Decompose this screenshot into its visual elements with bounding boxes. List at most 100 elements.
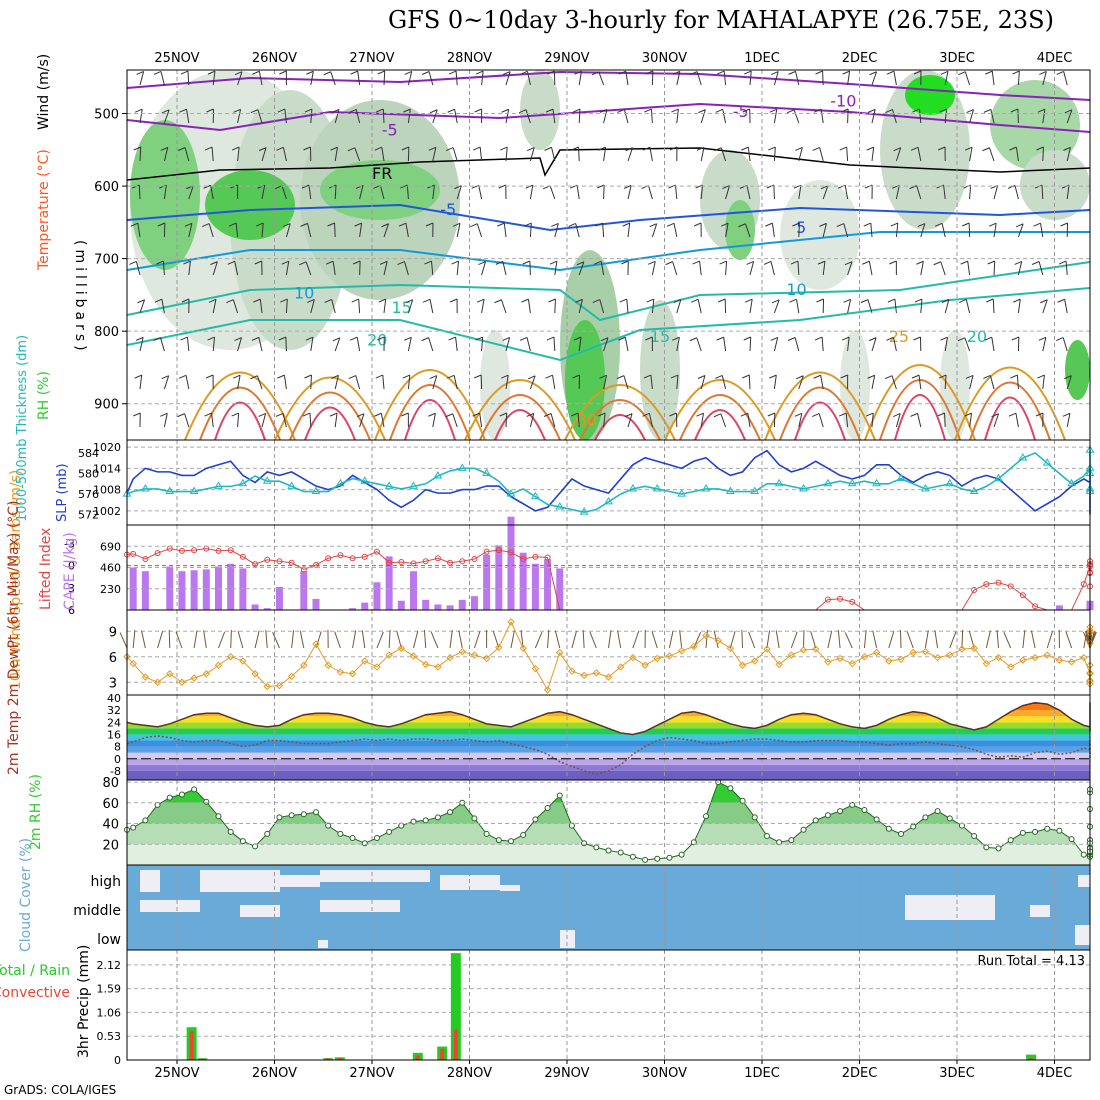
barb-flag <box>475 336 483 341</box>
barb-shaft <box>208 223 214 238</box>
wind-speed-marker <box>1067 658 1076 666</box>
rh-marker <box>666 854 673 861</box>
wind10-barb <box>534 631 543 649</box>
barb-flag <box>961 222 970 227</box>
barb-flag <box>401 146 410 151</box>
barb-flag <box>693 222 702 227</box>
barb-shaft <box>700 185 704 200</box>
barb-flag <box>668 184 676 189</box>
barb-flag <box>599 108 608 113</box>
barb-shaft <box>185 375 190 390</box>
barb-flag <box>207 336 215 341</box>
barb-flag <box>446 374 455 379</box>
temp-band <box>127 702 1090 705</box>
barb-shaft <box>1042 375 1045 390</box>
barb-flag <box>210 261 218 266</box>
li-side-labels: Lifted Index CAPE (J/kg) <box>38 528 78 610</box>
li-marker <box>422 558 429 565</box>
rh-marker <box>215 813 222 820</box>
barb-shaft <box>991 337 995 352</box>
cape-bar <box>202 569 210 610</box>
li-marker <box>520 556 527 562</box>
barb-shaft <box>920 299 923 314</box>
barb-flag <box>600 337 609 342</box>
barb-flag <box>616 375 625 380</box>
barb-flag <box>306 70 314 75</box>
wind-speed-marker <box>726 644 735 652</box>
barb-flag <box>722 185 730 190</box>
cape-bar <box>373 582 381 610</box>
cape-bar <box>178 571 186 610</box>
barb-flag <box>715 108 723 113</box>
barb-flag <box>911 374 920 379</box>
cape-bar <box>544 559 552 610</box>
cloud-cell <box>200 870 280 892</box>
rh-marker <box>264 830 271 837</box>
barb-shaft <box>428 337 434 352</box>
barb-shaft <box>798 413 803 428</box>
wind-tick-label: 9 <box>109 625 117 640</box>
barb-flag <box>1012 70 1020 75</box>
barb-flag <box>161 375 169 380</box>
barb-flag <box>205 374 214 379</box>
rh-marker <box>703 813 709 820</box>
thickness-marker <box>238 478 248 487</box>
barb-shaft <box>969 109 974 124</box>
barb-shaft <box>476 223 483 238</box>
wind10-barb <box>423 630 427 649</box>
barb-shaft <box>871 413 874 428</box>
cloud-cell <box>905 895 995 920</box>
barb-shaft <box>773 184 775 200</box>
barb-flag <box>838 412 847 417</box>
wind-speed-marker <box>543 686 552 694</box>
barb-flag <box>379 260 388 265</box>
barb-shaft <box>381 147 385 162</box>
thickness-marker <box>457 463 467 471</box>
cape-tick-label: 460 <box>100 562 121 575</box>
wind10-barbs <box>119 629 1097 649</box>
wind-speed-marker <box>361 657 369 665</box>
barb-shaft <box>795 71 800 86</box>
cape-bar <box>312 598 320 610</box>
rh-marker <box>422 817 429 824</box>
date-label-top: 26NOV <box>252 51 297 66</box>
precip-convective-bar <box>1029 1058 1034 1060</box>
barb-shaft <box>599 299 605 314</box>
barb-flag <box>887 298 896 303</box>
barb-flag <box>938 374 947 379</box>
barb-shaft <box>284 109 287 124</box>
barb-shaft <box>380 413 385 428</box>
barb-shaft <box>603 375 608 390</box>
wind10-barb <box>651 631 658 649</box>
barb-shaft <box>1042 337 1047 352</box>
wind-speed-marker <box>421 660 430 669</box>
rh-marker <box>910 823 917 830</box>
wind-speed-marker <box>775 660 783 669</box>
barb-shaft <box>969 413 973 428</box>
barb-shaft <box>334 413 338 428</box>
barb-shaft <box>358 298 361 314</box>
barb-shaft <box>481 261 486 276</box>
barb-flag <box>499 412 507 417</box>
barb-shaft <box>744 223 751 238</box>
li-tick-label: 3 <box>68 582 75 595</box>
barb-shaft <box>359 223 363 238</box>
barb-flag <box>184 222 193 227</box>
temp-contour-m5 <box>126 102 1091 133</box>
barb-flag <box>180 70 189 75</box>
date-label-top: 1DEC <box>744 51 780 66</box>
barb-flag <box>203 184 211 189</box>
li-marker <box>849 598 856 605</box>
wind10-barb <box>961 630 964 649</box>
barb-shaft <box>651 261 656 276</box>
barb-flag <box>893 147 901 152</box>
barb-shaft <box>773 109 778 124</box>
barb-shaft <box>918 109 922 124</box>
barb-shaft <box>991 71 995 86</box>
wind-speed-marker <box>507 618 515 626</box>
barb-shaft <box>944 299 950 314</box>
li-marker <box>178 547 185 554</box>
barb-shaft <box>871 109 876 124</box>
temp-tick-label: -8 <box>110 765 121 778</box>
barb-shaft <box>529 375 536 390</box>
